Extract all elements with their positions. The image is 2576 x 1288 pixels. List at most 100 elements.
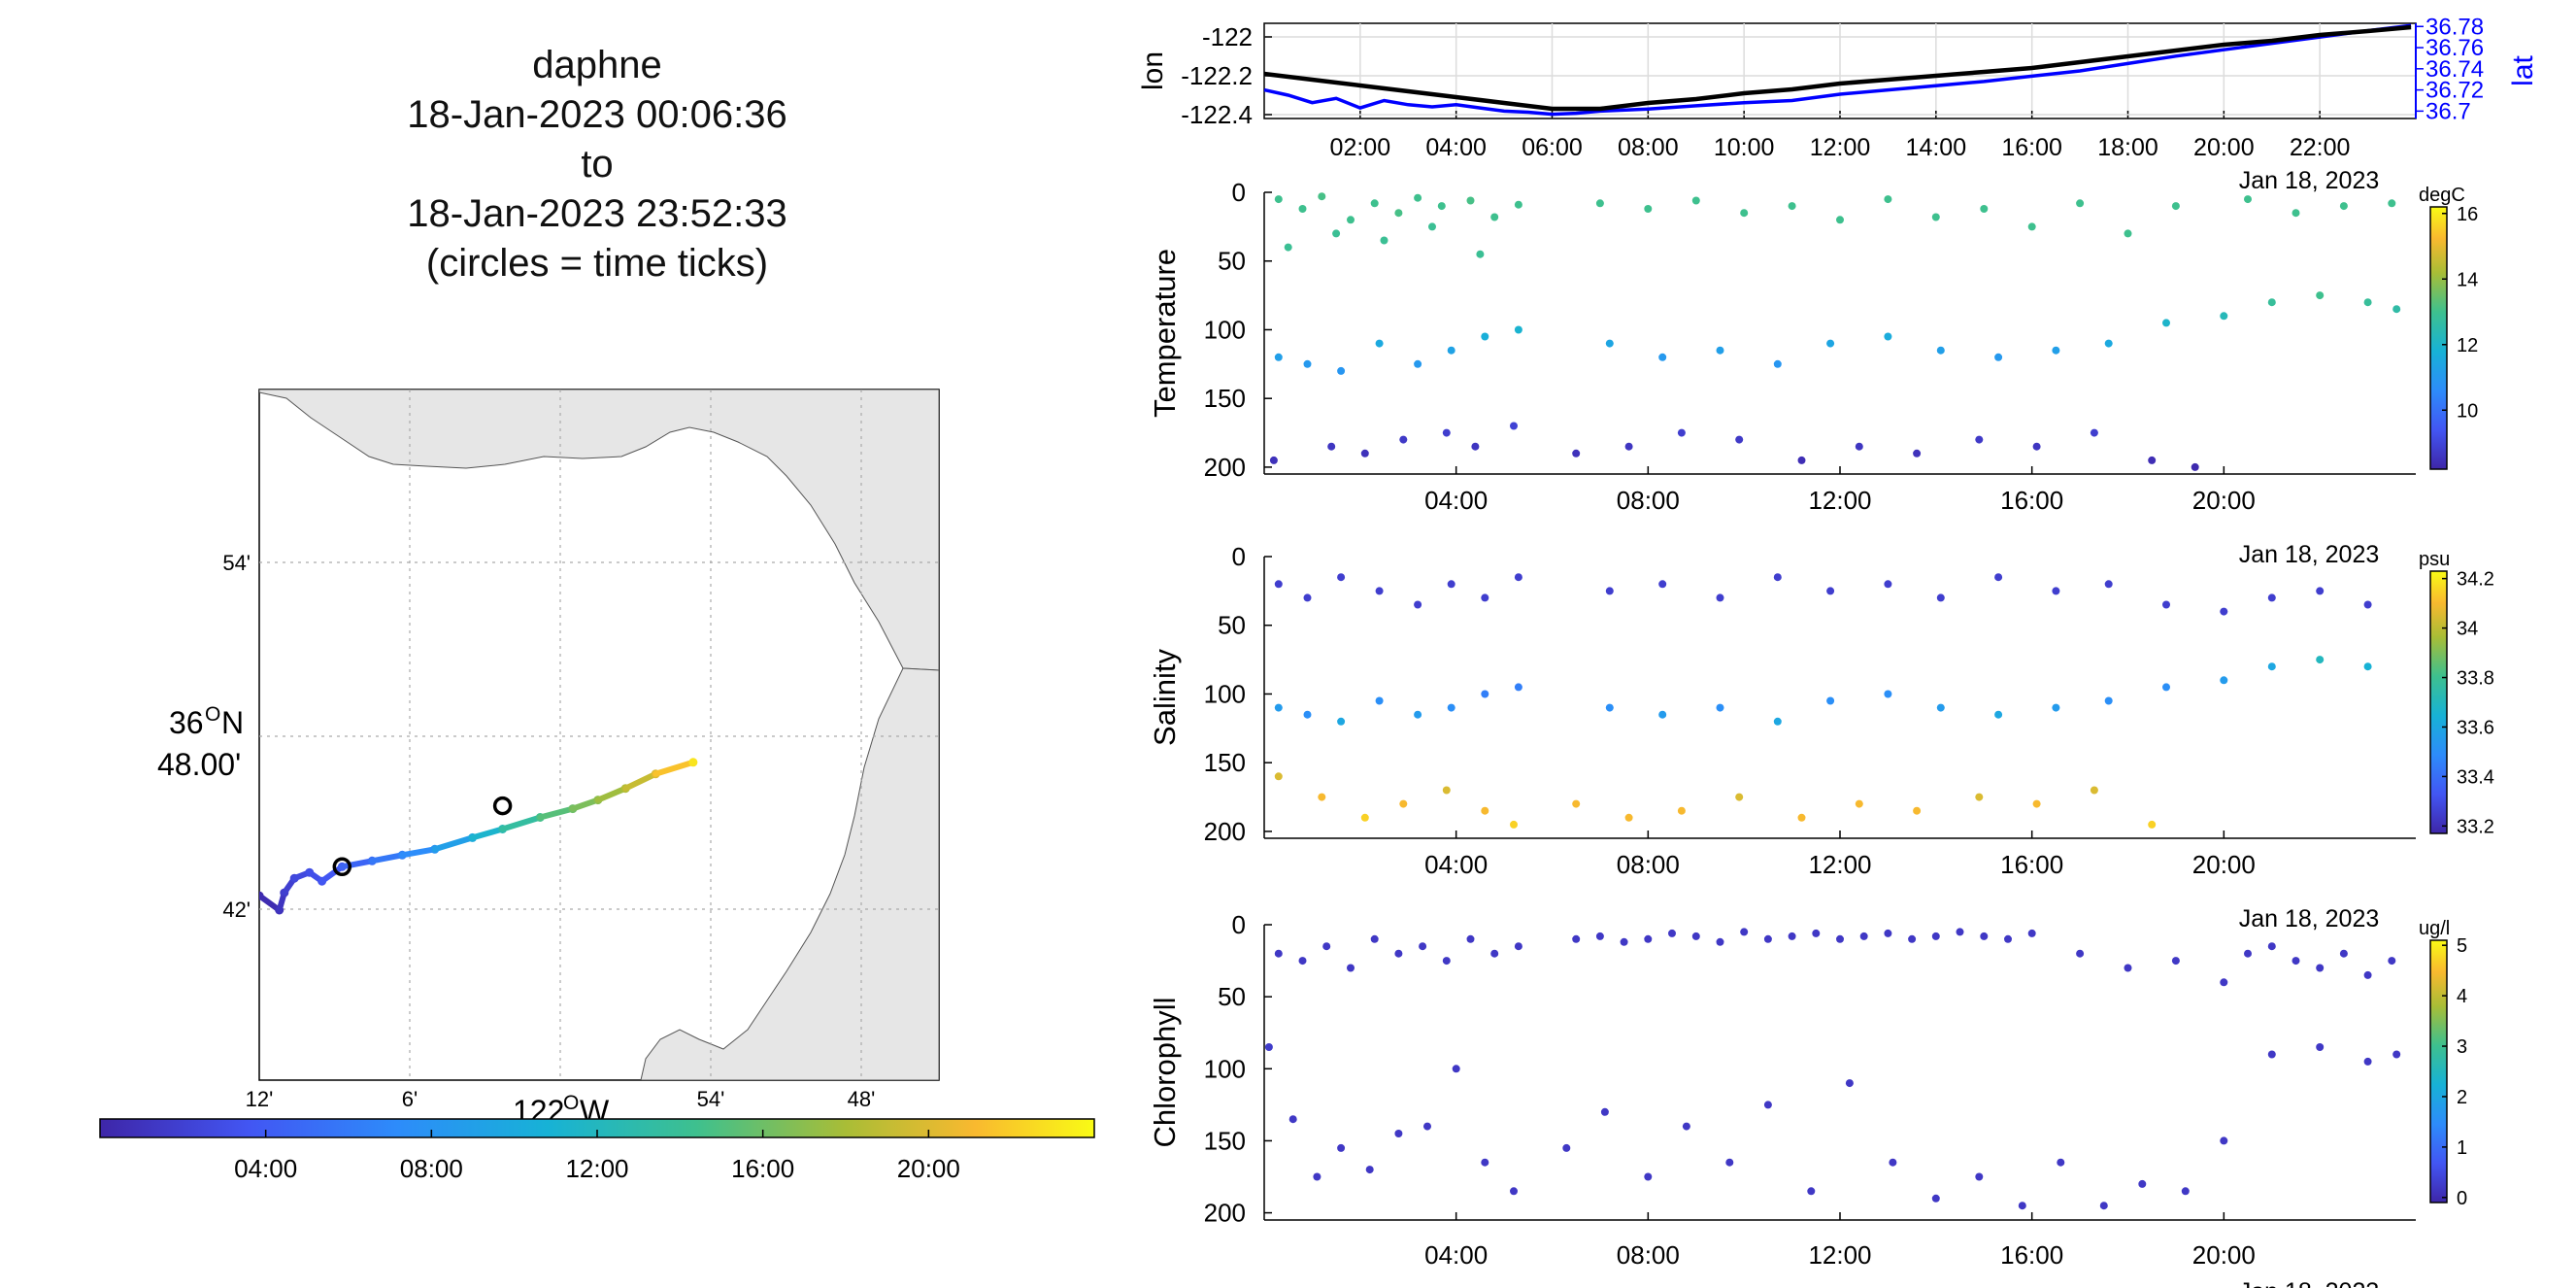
- scatter-point: [1773, 717, 1782, 726]
- scatter-point: [1716, 703, 1724, 712]
- scatter-point: [1975, 1172, 1984, 1181]
- scatter-point: [1644, 934, 1653, 943]
- scatter-point: [1514, 942, 1522, 951]
- scatter-point: [1370, 934, 1379, 943]
- scatter-point: [1677, 806, 1686, 815]
- scatter-point: [1931, 213, 1940, 221]
- scatter-point: [1274, 703, 1283, 712]
- scatter-point: [2220, 607, 2228, 616]
- scatter-point: [1658, 353, 1667, 361]
- scatter-point: [2363, 1057, 2372, 1066]
- scatter-point: [1274, 195, 1283, 204]
- scatter-point: [1980, 932, 1989, 940]
- map-land-north: [259, 390, 939, 671]
- scatter-point: [1735, 435, 1744, 444]
- lonlat-y-tick-label: -122: [1202, 22, 1253, 51]
- lonlat-y-right-tick-label: 36.78: [2425, 14, 2484, 40]
- scatter-point: [1644, 1172, 1653, 1181]
- scatter-point: [1595, 932, 1604, 940]
- scatter-date-label: Jan 18, 2023: [2239, 541, 2380, 568]
- scatter-point: [1812, 929, 1821, 937]
- lonlat-x-tick-label: 10:00: [1714, 134, 1775, 161]
- scatter-point: [1510, 1187, 1518, 1196]
- lonlat-y-right-tick-label: 36.72: [2425, 78, 2484, 104]
- scatter-point: [1380, 236, 1388, 245]
- scatter-colorbar-tick-label: 33.4: [2457, 766, 2494, 788]
- scatter-x-tick-label: 04:00: [1424, 850, 1488, 879]
- scatter-point: [2339, 202, 2348, 211]
- scatter-x-tick-label: 04:00: [1424, 1240, 1488, 1270]
- scatter-point: [1481, 806, 1489, 815]
- scatter-point: [1605, 587, 1614, 595]
- scatter-point: [2363, 662, 2372, 671]
- scatter-point: [2099, 1202, 2108, 1210]
- scatter-y-tick-label: 200: [1204, 1199, 1246, 1228]
- scatter-point: [2181, 1187, 2190, 1196]
- scatter-point: [1375, 587, 1384, 595]
- scatter-point: [1347, 216, 1355, 224]
- scatter-point: [1481, 690, 1489, 698]
- lonlat-x-tick-label: 08:00: [1618, 134, 1679, 161]
- scatter-point: [2090, 786, 2098, 795]
- map-time-tick-circle: [492, 796, 513, 816]
- scatter-point: [1442, 786, 1451, 795]
- scatter-point: [1442, 957, 1451, 966]
- scatter-point: [1644, 205, 1653, 213]
- scatter-colorbar-tick-label: 4: [2457, 986, 2467, 1007]
- scatter-point: [2267, 942, 2276, 951]
- map-lon-tick-48: 48': [848, 1087, 876, 1111]
- scatter-point: [1572, 449, 1581, 458]
- scatter-ylabel: Temperature: [1148, 249, 1182, 418]
- time-colorbar-tick-label: 12:00: [565, 1154, 628, 1183]
- scatter-point: [1624, 813, 1633, 822]
- scatter-point: [1490, 213, 1499, 221]
- scatter-point: [1884, 332, 1892, 341]
- scatter-point: [1481, 1158, 1489, 1167]
- map-track-segment: [431, 834, 476, 853]
- map-track-segment: [594, 785, 629, 803]
- time-colorbar-tick-label: 04:00: [234, 1154, 297, 1183]
- scatter-point: [1303, 359, 1312, 368]
- scatter-point: [1884, 580, 1892, 589]
- scatter-point: [1624, 442, 1633, 451]
- scatter-point: [1975, 435, 1984, 444]
- scatter-point: [1375, 339, 1384, 348]
- scatter-point: [2363, 970, 2372, 979]
- scatter-colorbar-tick-label: 3: [2457, 1036, 2467, 1058]
- scatter-point: [2162, 600, 2170, 609]
- scatter-point: [1313, 1172, 1321, 1181]
- map-track: [259, 758, 698, 915]
- scatter-point: [1836, 216, 1844, 224]
- scatter-y-tick-label: 50: [1218, 611, 1246, 640]
- scatter-point: [2316, 964, 2325, 972]
- scatter-point: [1691, 932, 1700, 940]
- scatter-point: [1889, 1158, 1897, 1167]
- scatter-point: [1836, 934, 1844, 943]
- lonlat-x-tick-label: 18:00: [2097, 134, 2158, 161]
- scatter-point: [2316, 587, 2325, 595]
- scatter-point: [1931, 932, 1940, 940]
- scatter-y-tick-label: 50: [1218, 247, 1246, 276]
- scatter-point: [1303, 710, 1312, 719]
- scatter-colorbar-tick-label: 33.2: [2457, 816, 2494, 837]
- scatter-x-tick-label: 12:00: [1808, 850, 1871, 879]
- scatter-point: [2363, 298, 2372, 307]
- figure-title: daphne 18-Jan-2023 00:06:36 to 18-Jan-20…: [306, 41, 888, 288]
- scatter-point: [1264, 1043, 1273, 1051]
- scatter-point: [1514, 573, 1522, 582]
- scatter-point: [1419, 942, 1427, 951]
- scatter-ylabel: Chlorophyll: [1148, 997, 1182, 1147]
- scatter-point: [2104, 580, 2113, 589]
- scatter-point: [2027, 929, 2036, 937]
- map-grid: [259, 390, 939, 1080]
- scatter-colorbar-tick-label: 34.2: [2457, 569, 2494, 591]
- scatter-point: [1332, 229, 1341, 238]
- lonlat-x-tick-label: 02:00: [1330, 134, 1391, 161]
- scatter-x-tick-label: 20:00: [2192, 486, 2256, 515]
- scatter-colorbar-tick-label: 33.6: [2457, 717, 2494, 738]
- scatter-point: [2057, 1158, 2065, 1167]
- scatter-point: [1337, 573, 1346, 582]
- map-track-segment: [499, 814, 544, 832]
- scatter-colorbar-tick-label: 5: [2457, 935, 2467, 957]
- scatter-point: [1797, 813, 1806, 822]
